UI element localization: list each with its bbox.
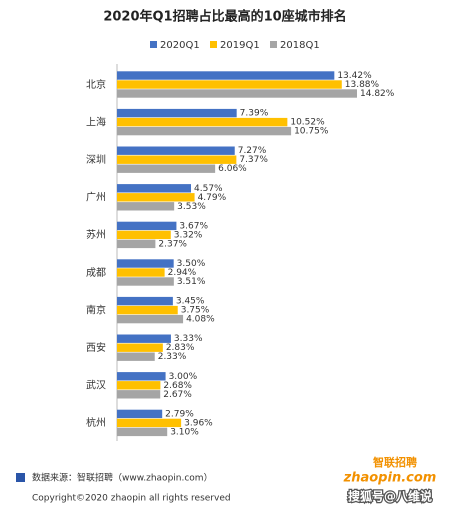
bar — [117, 239, 156, 249]
bar — [117, 381, 161, 390]
value-label: 10.52% — [290, 118, 325, 128]
bar — [117, 418, 182, 428]
value-label: 10.75% — [294, 127, 329, 137]
y-tick-label: 杭州 — [86, 416, 106, 429]
bar — [117, 117, 288, 127]
bar — [117, 296, 173, 306]
bar — [117, 164, 216, 173]
bar — [117, 89, 357, 98]
value-label: 3.00% — [169, 372, 198, 382]
source-icon — [16, 473, 25, 482]
bar — [117, 80, 342, 89]
bar — [117, 343, 163, 352]
value-label: 4.79% — [198, 193, 227, 203]
bar — [117, 202, 175, 211]
bar — [117, 427, 168, 437]
value-label: 2.94% — [168, 268, 197, 278]
value-label: 3.53% — [177, 202, 206, 212]
value-label: 3.50% — [177, 259, 206, 269]
y-tick-label: 成都 — [86, 267, 106, 279]
bar — [117, 268, 165, 277]
value-label: 2.79% — [165, 409, 194, 419]
bar — [117, 230, 171, 240]
bar — [117, 108, 237, 118]
legend-swatch — [270, 41, 277, 48]
y-tick-label: 深圳 — [86, 154, 106, 166]
value-label: 2.37% — [158, 239, 187, 249]
value-label: 13.88% — [345, 80, 380, 90]
value-label: 7.27% — [238, 146, 267, 156]
value-label: 4.57% — [194, 184, 223, 194]
copyright: Copyright©2020 zhaopin all rights reserv… — [32, 494, 231, 504]
value-label: 2.67% — [163, 390, 192, 400]
value-label: 2.33% — [158, 352, 187, 362]
value-label: 2.68% — [163, 381, 192, 391]
legend-swatch — [150, 41, 157, 48]
y-tick-label: 武汉 — [86, 379, 106, 392]
bar — [117, 71, 335, 80]
bar — [117, 409, 163, 419]
logo-name: 智联招聘 — [373, 455, 417, 469]
bar — [117, 193, 195, 202]
value-label: 3.32% — [174, 230, 203, 240]
value-label: 14.82% — [360, 89, 395, 99]
source: 数据来源：智联招聘（www.zhaopin.com） — [32, 472, 213, 484]
value-label: 3.45% — [176, 297, 205, 307]
y-tick-label: 西安 — [86, 341, 106, 354]
y-tick-label: 广州 — [86, 192, 106, 204]
value-label: 7.37% — [239, 155, 268, 165]
value-label: 3.96% — [184, 418, 213, 428]
y-tick-label: 上海 — [86, 115, 106, 128]
bar — [117, 146, 235, 155]
value-label: 13.42% — [337, 71, 372, 81]
chart-title: 2020年Q1招聘占比最高的10座城市排名 — [103, 9, 346, 25]
value-label: 6.06% — [218, 164, 247, 174]
bar — [117, 352, 155, 361]
bar — [117, 259, 174, 268]
value-label: 7.39% — [240, 109, 269, 119]
value-label: 3.51% — [177, 277, 206, 287]
y-tick-label: 苏州 — [86, 228, 106, 241]
value-label: 2.83% — [166, 343, 195, 353]
bar — [117, 390, 161, 399]
bar — [117, 126, 292, 136]
logo-site: zhaopin.com — [343, 471, 437, 486]
bar — [117, 277, 174, 286]
value-label: 3.10% — [170, 427, 199, 437]
legend-label: 2020Q1 — [160, 40, 200, 51]
bar — [117, 184, 192, 193]
value-label: 4.08% — [186, 315, 215, 325]
legend-swatch — [210, 41, 217, 48]
value-label: 3.67% — [179, 221, 208, 231]
legend-label: 2019Q1 — [220, 40, 260, 51]
bar — [117, 155, 237, 164]
value-label: 3.33% — [174, 334, 203, 344]
value-label: 3.75% — [181, 306, 210, 316]
y-tick-label: 南京 — [86, 303, 106, 316]
bar — [117, 372, 166, 381]
y-tick-label: 北京 — [86, 78, 106, 91]
watermark: 搜狐号@八维说 — [348, 489, 432, 504]
bar — [117, 305, 178, 315]
legend-label: 2018Q1 — [280, 40, 320, 51]
bar — [117, 314, 184, 324]
bar — [117, 334, 171, 343]
bar — [117, 221, 177, 231]
